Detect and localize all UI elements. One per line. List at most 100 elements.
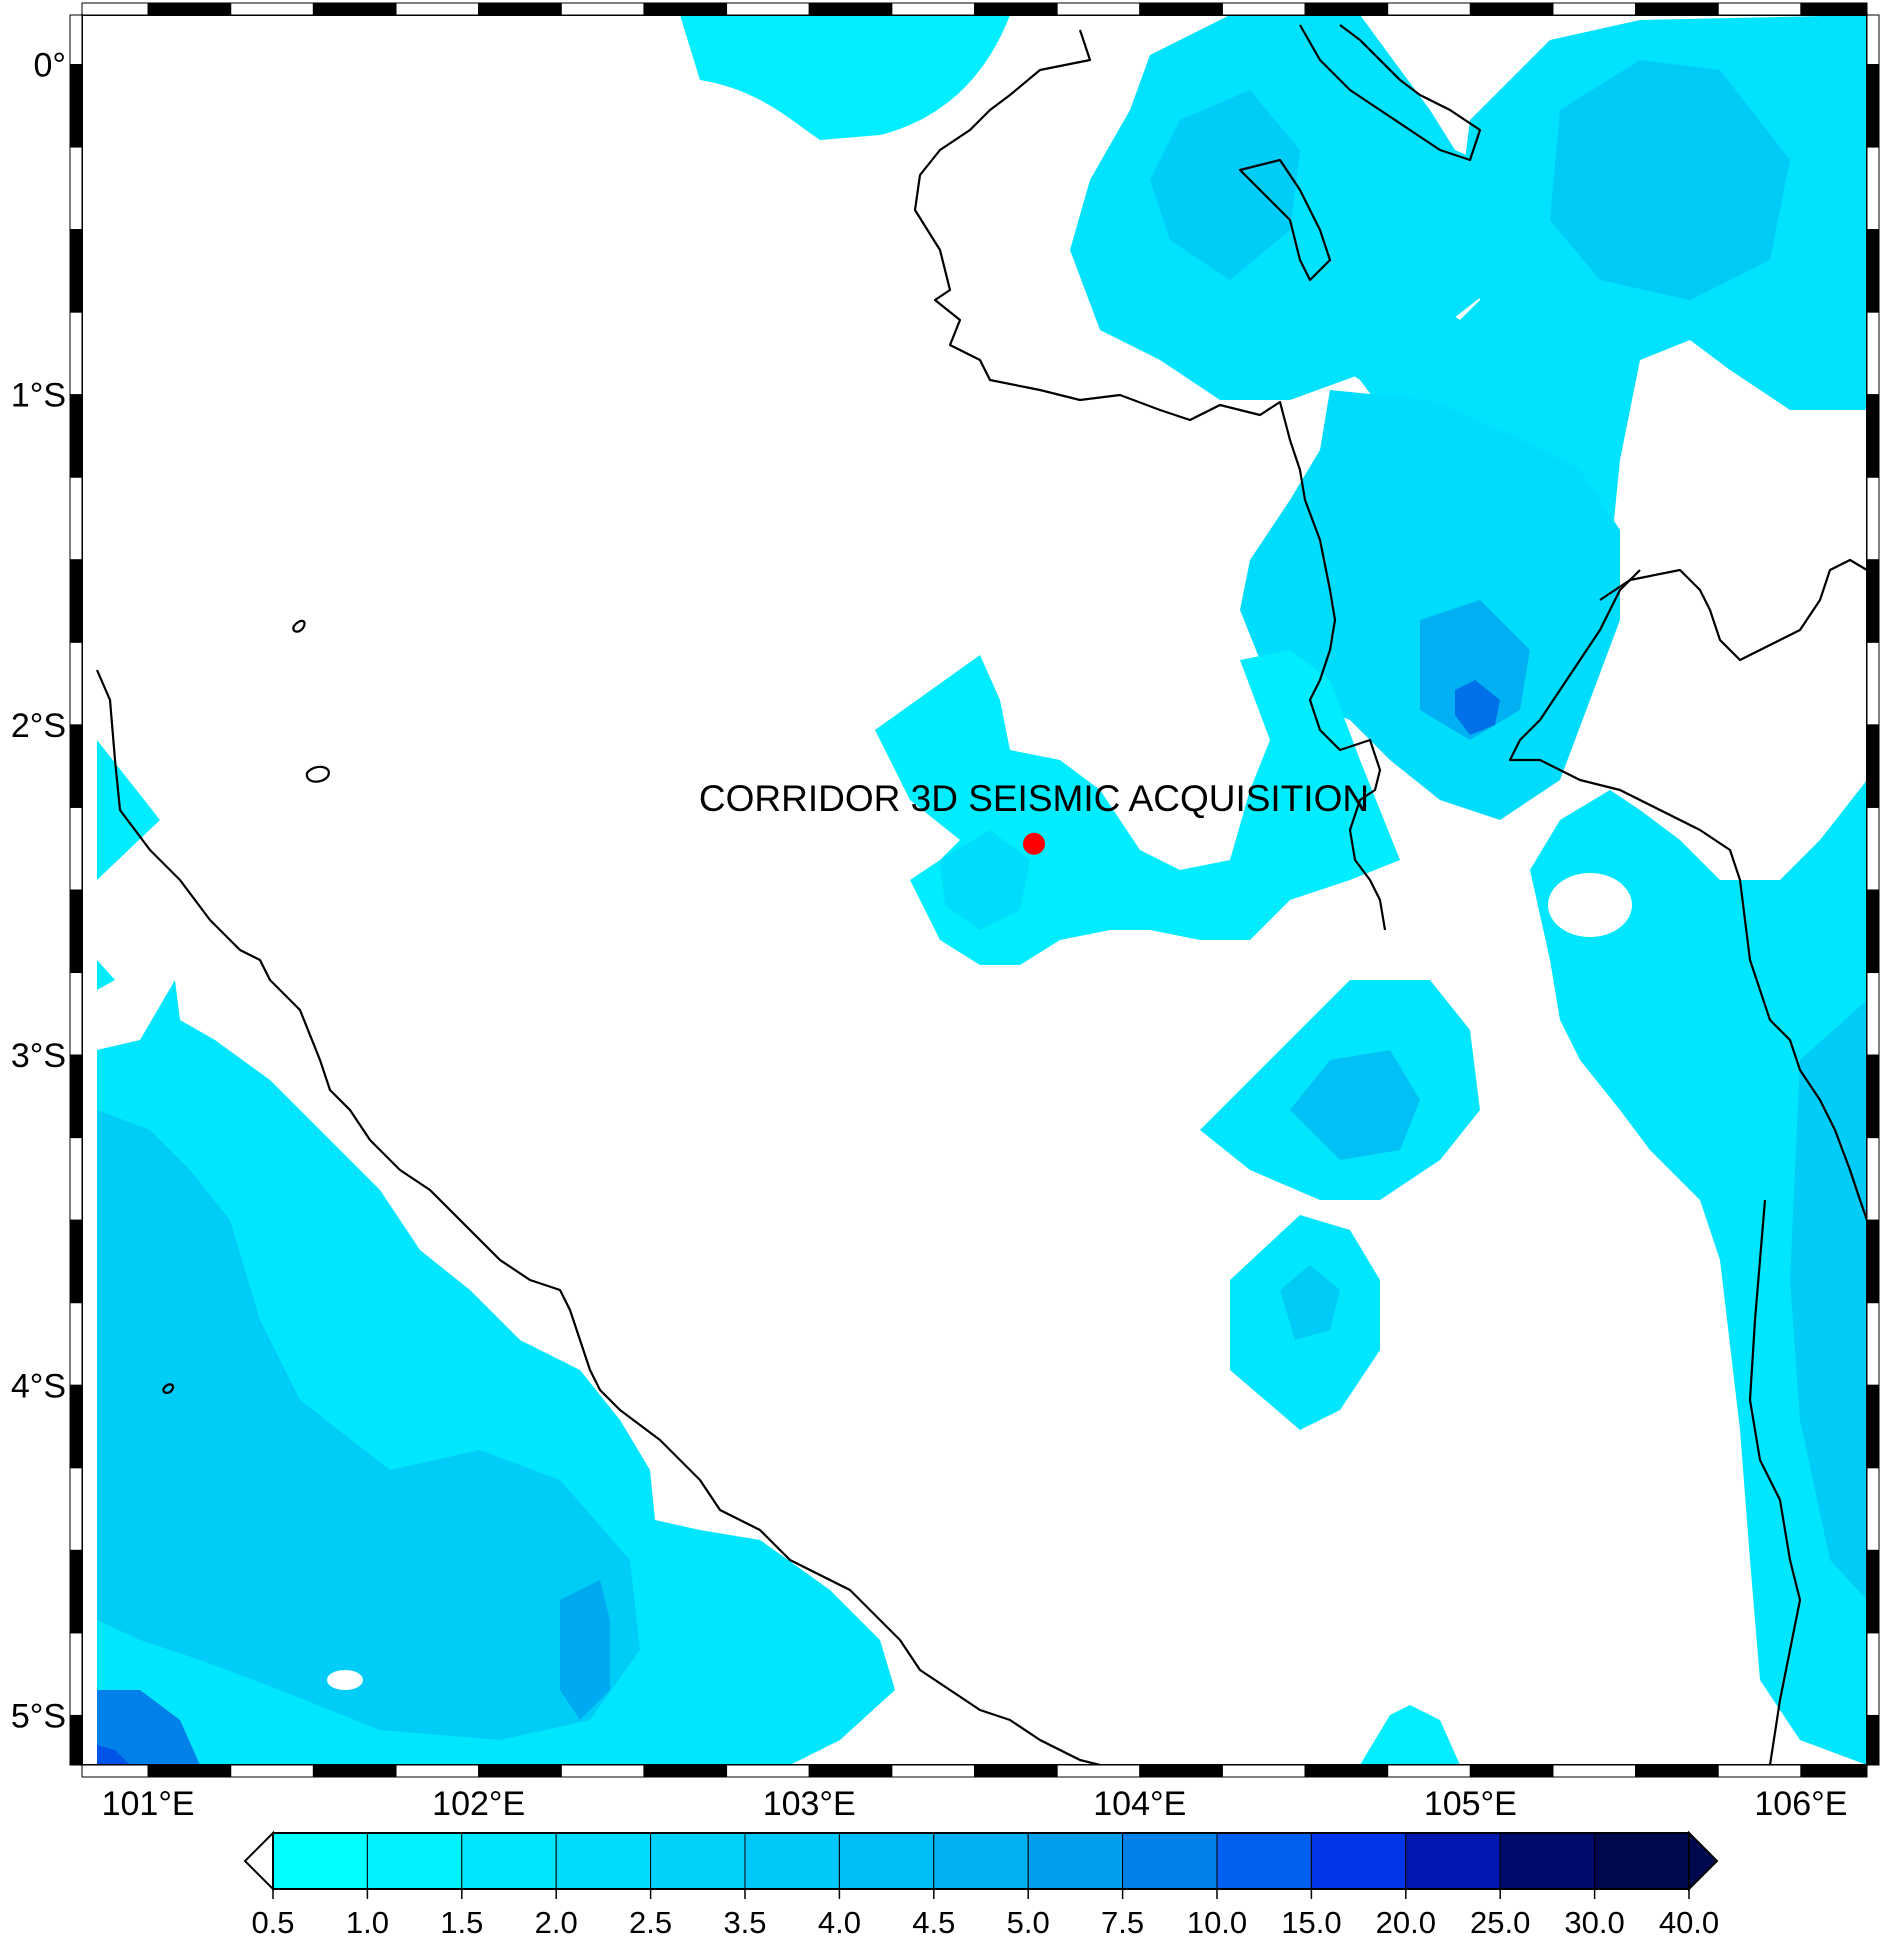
frame-tick-bottom bbox=[560, 1764, 645, 1778]
frame-tick-top bbox=[1469, 2, 1554, 16]
latitude-labels: 0° 1°S 2°S 3°S 4°S 5°S bbox=[11, 47, 66, 1736]
coastline-riau-islands bbox=[1299, 24, 1482, 162]
frame-tick-left bbox=[69, 1302, 83, 1386]
frame-tick-top bbox=[1717, 2, 1802, 16]
colorbar-tick-label: 3.5 bbox=[723, 1905, 766, 1940]
lon-tick-label: 104°E bbox=[1093, 1785, 1186, 1823]
frame-tick-right bbox=[1866, 1054, 1880, 1139]
coastline-lingga bbox=[1238, 158, 1332, 282]
frame-tick-right bbox=[1866, 311, 1880, 396]
colorbar-tick-label: 15.0 bbox=[1281, 1905, 1341, 1940]
colorbar-tick-label: 30.0 bbox=[1564, 1905, 1624, 1940]
frame-tick-top bbox=[395, 2, 480, 16]
colorbar-tick-label: 2.0 bbox=[535, 1905, 578, 1940]
colorbar-tick-label: 4.0 bbox=[818, 1905, 861, 1940]
frame-tick-left bbox=[69, 1714, 83, 1766]
lon-tick-label: 101°E bbox=[102, 1785, 195, 1823]
frame-tick-bottom bbox=[1139, 1764, 1223, 1778]
frame-tick-left bbox=[69, 641, 83, 726]
longitude-labels: 101°E 102°E 103°E 104°E 105°E 106°E bbox=[102, 1785, 1848, 1823]
lat-tick-label: 3°S bbox=[11, 1037, 66, 1075]
contour-region-4s-core bbox=[1280, 1265, 1340, 1340]
site-marker-group: CORRIDOR 3D SEISMIC ACQUISITION bbox=[699, 778, 1369, 855]
frame-tick-top bbox=[643, 2, 728, 16]
frame-tick-bottom bbox=[1056, 1764, 1141, 1778]
frame-tick-right bbox=[1866, 146, 1880, 231]
frame-tick-top bbox=[808, 2, 893, 16]
frame-tick-left bbox=[69, 229, 83, 313]
map-frame bbox=[69, 2, 1880, 1778]
frame-tick-right bbox=[1866, 476, 1880, 561]
frame-tick-right bbox=[1866, 1549, 1880, 1634]
frame-tick-bottom bbox=[147, 1764, 232, 1778]
lon-tick-label: 105°E bbox=[1424, 1785, 1517, 1823]
colorbar-swatch bbox=[1405, 1832, 1501, 1890]
lat-tick-label: 1°S bbox=[11, 377, 66, 415]
frame-tick-bottom bbox=[395, 1764, 480, 1778]
frame-tick-top bbox=[1304, 2, 1389, 16]
frame-tick-top bbox=[1800, 2, 1868, 16]
frame-tick-left bbox=[69, 394, 83, 478]
coastline-sumatra-east bbox=[913, 29, 1387, 931]
coastline-sumatra-west bbox=[95, 669, 1101, 1765]
frame-tick-top bbox=[1552, 2, 1637, 16]
contour-region-southwest-core bbox=[97, 1110, 640, 1740]
frame-tick-top bbox=[478, 2, 562, 16]
colorbar-tick-label: 7.5 bbox=[1101, 1905, 1144, 1940]
colorbar-swatch bbox=[838, 1832, 935, 1890]
coastline-bangka-north bbox=[1599, 558, 1867, 662]
colorbar-swatch bbox=[461, 1832, 557, 1890]
colorbar-swatch bbox=[650, 1832, 746, 1890]
frame-tick-left bbox=[69, 559, 83, 643]
colorbar-tick-label: 20.0 bbox=[1376, 1905, 1436, 1940]
contour-region-north bbox=[680, 15, 1010, 140]
lat-tick-label: 2°S bbox=[11, 707, 66, 745]
frame-tick-top bbox=[560, 2, 645, 16]
frame-tick-right bbox=[1866, 14, 1880, 66]
colorbar-tick-label: 10.0 bbox=[1187, 1905, 1247, 1940]
colorbar-tick-label: 1.5 bbox=[440, 1905, 483, 1940]
frame-tick-bottom bbox=[1635, 1764, 1719, 1778]
frame-tick-bottom bbox=[1800, 1764, 1868, 1778]
coastline-layer bbox=[95, 24, 1867, 1765]
frame-tick-top bbox=[974, 2, 1058, 16]
frame-tick-bottom bbox=[643, 1764, 728, 1778]
lon-tick-label: 102°E bbox=[432, 1785, 525, 1823]
frame-tick-top bbox=[312, 2, 397, 16]
contour-region-south-central-core bbox=[1290, 1050, 1420, 1160]
colorbar-swatch bbox=[366, 1832, 463, 1890]
frame-tick-top bbox=[726, 2, 810, 16]
colorbar-tick-label: 25.0 bbox=[1470, 1905, 1530, 1940]
colorbar: 0.5 1.0 1.5 2.0 2.5 3.5 4.0 4.5 5.0 7.5 10.0 15.0 20… bbox=[243, 1830, 1719, 1940]
colorbar-swatch bbox=[933, 1832, 1029, 1890]
frame-tick-left bbox=[69, 1467, 83, 1551]
contour-region-west-2s bbox=[97, 740, 160, 880]
contour-region-east-core bbox=[1420, 600, 1530, 740]
frame-tick-bottom bbox=[312, 1764, 397, 1778]
coastline-island-small-2 bbox=[305, 765, 330, 783]
colorbar-tick-label: 5.0 bbox=[1007, 1905, 1050, 1940]
colorbar-swatch bbox=[555, 1832, 652, 1890]
frame-tick-bottom bbox=[478, 1764, 562, 1778]
lat-tick-label: 4°S bbox=[11, 1367, 66, 1405]
contour-hole-sw bbox=[327, 1670, 363, 1690]
frame-tick-right bbox=[1866, 559, 1880, 643]
contour-region-southwest-deep bbox=[97, 1745, 130, 1765]
frame-tick-left bbox=[69, 14, 83, 66]
colorbar-tick-label: 0.5 bbox=[251, 1905, 294, 1940]
frame-tick-right bbox=[1866, 972, 1880, 1056]
contour-region-corridor-core bbox=[940, 830, 1030, 930]
contour-region-riau-core bbox=[1150, 90, 1300, 280]
contour-region-west-2-7s bbox=[97, 960, 115, 990]
frame-tick-bottom bbox=[81, 1764, 149, 1778]
frame-tick-left bbox=[69, 146, 83, 231]
frame-tick-bottom bbox=[974, 1764, 1058, 1778]
frame-tick-bottom bbox=[1469, 1764, 1554, 1778]
frame-tick-left bbox=[69, 1384, 83, 1469]
coastline-island-small-3 bbox=[162, 1383, 175, 1394]
coastline-java-sea-coast bbox=[1748, 1199, 1802, 1765]
frame-tick-bottom bbox=[1717, 1764, 1802, 1778]
frame-tick-right bbox=[1866, 1714, 1880, 1766]
lat-tick-label: 5°S bbox=[11, 1697, 66, 1735]
frame-tick-bottom bbox=[230, 1764, 314, 1778]
